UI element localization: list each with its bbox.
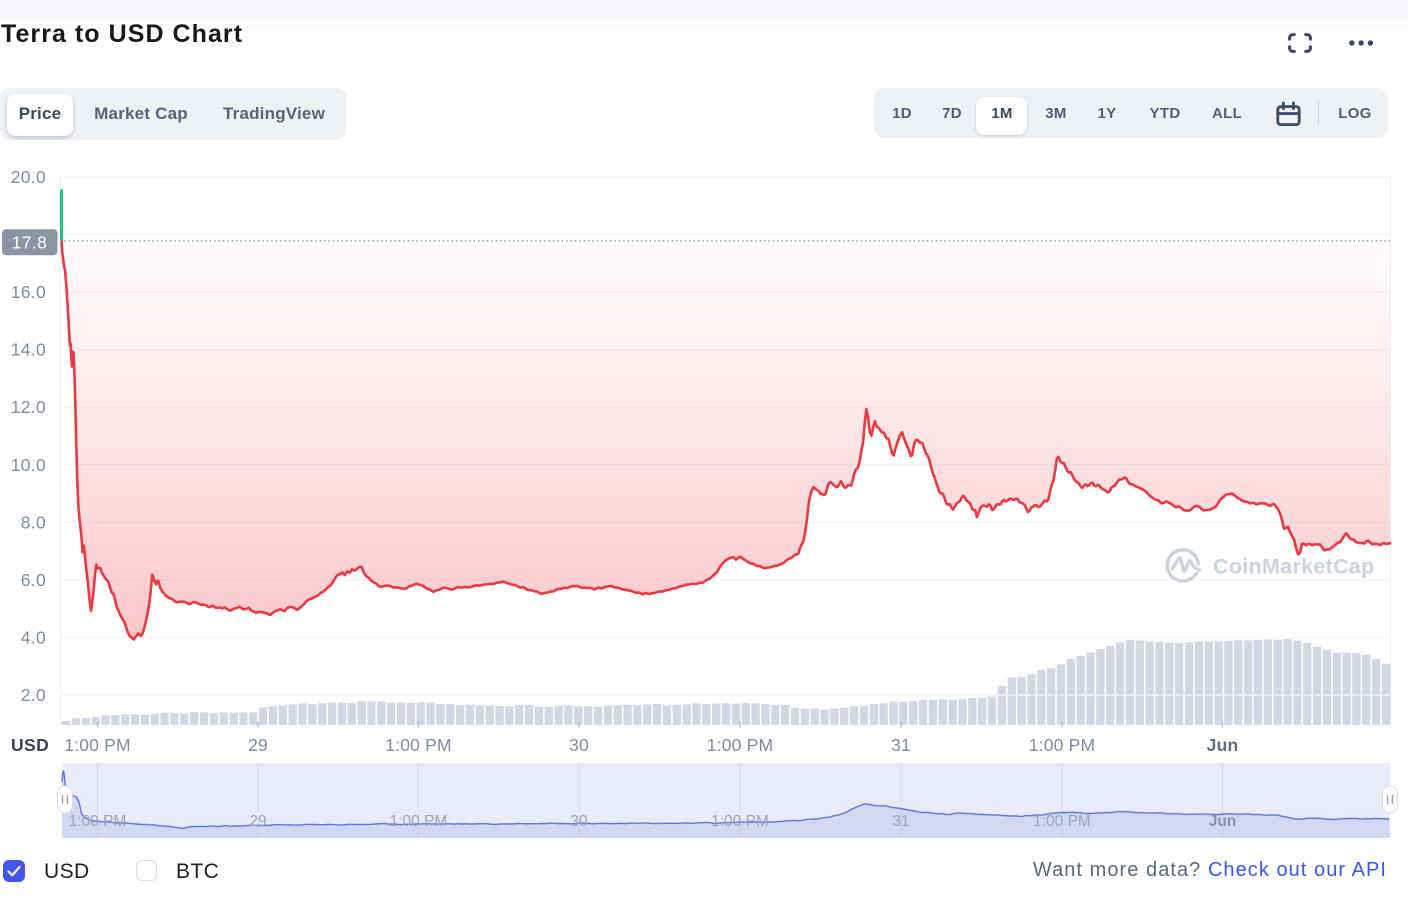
svg-text:2.0: 2.0 (21, 685, 46, 705)
svg-text:16.0: 16.0 (11, 282, 46, 302)
svg-text:31: 31 (891, 735, 911, 755)
svg-text:Jun: Jun (1209, 813, 1237, 830)
svg-text:10.0: 10.0 (11, 455, 46, 475)
svg-text:1:00 PM: 1:00 PM (69, 813, 127, 830)
svg-text:17.8: 17.8 (12, 232, 48, 252)
svg-text:1:00 PM: 1:00 PM (707, 735, 774, 755)
svg-text:USD: USD (11, 735, 49, 755)
svg-text:8.0: 8.0 (21, 512, 46, 532)
svg-text:14.0: 14.0 (11, 340, 46, 360)
svg-text:31: 31 (892, 813, 909, 830)
svg-text:12.0: 12.0 (11, 397, 46, 417)
svg-text:30: 30 (569, 735, 589, 755)
svg-text:4.0: 4.0 (21, 628, 46, 648)
svg-text:1:00 PM: 1:00 PM (1029, 735, 1096, 755)
svg-text:1:00 PM: 1:00 PM (1033, 813, 1091, 830)
svg-text:29: 29 (249, 813, 266, 830)
svg-text:6.0: 6.0 (21, 570, 46, 590)
svg-text:29: 29 (248, 735, 268, 755)
svg-text:20.0: 20.0 (11, 167, 46, 187)
svg-text:CoinMarketCap: CoinMarketCap (1213, 555, 1375, 579)
svg-text:30: 30 (570, 813, 588, 830)
svg-text:1:00 PM: 1:00 PM (711, 813, 769, 830)
svg-text:Jun: Jun (1207, 735, 1239, 755)
svg-text:1:00 PM: 1:00 PM (390, 813, 448, 830)
svg-text:1:00 PM: 1:00 PM (64, 735, 131, 755)
svg-text:1:00 PM: 1:00 PM (385, 735, 452, 755)
